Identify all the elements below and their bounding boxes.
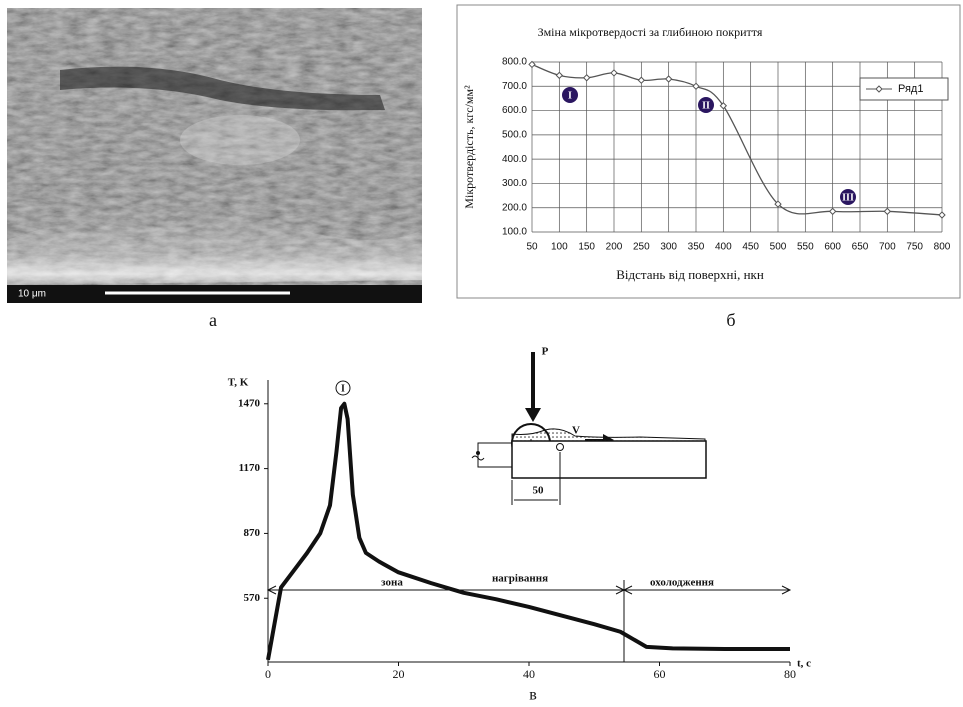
chart-frame bbox=[456, 4, 961, 299]
x-tick-label: 80 bbox=[784, 667, 796, 681]
chart-title: Зміна мікротвердості за глибиною покритт… bbox=[538, 25, 763, 39]
annotation: P bbox=[542, 346, 549, 358]
micrograph-bright-spot bbox=[180, 115, 300, 165]
annotation: зона bbox=[381, 577, 403, 589]
x-tick-label: 40 bbox=[523, 667, 535, 681]
legend-marker bbox=[875, 85, 883, 93]
x-tick-label: 60 bbox=[654, 667, 666, 681]
y-tick-label: 100.0 bbox=[502, 227, 527, 238]
annotation: I bbox=[568, 90, 572, 101]
annotation: охолодження bbox=[650, 577, 714, 589]
y-tick-label: 800.0 bbox=[502, 57, 527, 68]
annotation: I bbox=[341, 383, 345, 394]
x-tick-label: 50 bbox=[526, 242, 538, 253]
x-tick-label: 100 bbox=[551, 242, 568, 253]
x-tick-label: 150 bbox=[578, 242, 595, 253]
x-tick-label: 550 bbox=[797, 242, 814, 253]
y-axis-label: T, K bbox=[228, 377, 249, 389]
peak-circle bbox=[335, 380, 351, 396]
data-marker bbox=[692, 82, 700, 90]
y-tick-label: 1470 bbox=[238, 397, 261, 409]
chart-hardness: Зміна мікротвердості за глибиною покритт… bbox=[462, 25, 951, 282]
dimension-lines bbox=[511, 452, 561, 505]
x-tick-label: 300 bbox=[660, 242, 677, 253]
data-marker bbox=[719, 102, 728, 110]
x-axis-label: t, c bbox=[797, 658, 811, 670]
legend-label: Ряд1 bbox=[898, 83, 923, 95]
data-marker bbox=[528, 60, 536, 69]
coating bbox=[511, 428, 706, 442]
panel-label: а bbox=[209, 310, 217, 330]
micrograph-crack bbox=[60, 66, 385, 111]
y-tick-label: 400.0 bbox=[502, 154, 527, 165]
x-tick-label: 750 bbox=[906, 242, 923, 253]
data-marker bbox=[610, 69, 618, 77]
x-tick-label: 500 bbox=[770, 242, 787, 253]
data-marker bbox=[828, 207, 837, 216]
x-tick-label: 800 bbox=[934, 242, 951, 253]
data-marker bbox=[582, 74, 591, 82]
x-tick-label: 600 bbox=[824, 242, 841, 253]
x-tick-label: 700 bbox=[879, 242, 896, 253]
annotation-badge bbox=[698, 97, 714, 113]
x-tick-label: 20 bbox=[393, 667, 405, 681]
circuit bbox=[477, 442, 512, 468]
data-marker bbox=[637, 76, 646, 84]
x-tick-label: 0 bbox=[265, 667, 271, 681]
panel-label: б bbox=[726, 310, 735, 330]
x-tick-label: 450 bbox=[742, 242, 759, 253]
data-marker bbox=[938, 211, 946, 219]
thermocouple bbox=[556, 443, 564, 451]
annotation-badge bbox=[562, 87, 578, 103]
y-tick-label: 500.0 bbox=[502, 129, 527, 140]
x-axis-label: Відстань від поверхні, нкн bbox=[616, 267, 764, 282]
legend-box bbox=[859, 77, 949, 101]
annotation: нагрівання bbox=[492, 573, 548, 585]
y-tick-label: 570 bbox=[244, 592, 261, 604]
data-marker bbox=[883, 207, 892, 216]
annotation-badge bbox=[840, 189, 856, 205]
annotation: III bbox=[842, 192, 854, 203]
workpiece bbox=[511, 440, 707, 479]
force-arrow-head bbox=[525, 408, 541, 422]
x-tick-label: 200 bbox=[606, 242, 623, 253]
process-diagram bbox=[471, 352, 707, 505]
y-tick-label: 870 bbox=[244, 527, 261, 539]
circuit-node bbox=[476, 451, 480, 455]
data-line bbox=[266, 401, 790, 661]
panel-label: в bbox=[529, 687, 537, 704]
data-marker bbox=[774, 200, 782, 208]
annotation: V bbox=[572, 425, 580, 437]
annotation: II bbox=[702, 100, 710, 111]
y-axis-label: Мікротвердість, кгс/мм² bbox=[462, 85, 476, 209]
micrograph-bright-zone bbox=[7, 212, 422, 285]
x-tick-label: 400 bbox=[715, 242, 732, 253]
x-tick-label: 250 bbox=[633, 242, 650, 253]
y-tick-label: 300.0 bbox=[502, 178, 527, 189]
data-marker bbox=[555, 71, 564, 80]
data-marker bbox=[664, 75, 673, 83]
y-tick-label: 700.0 bbox=[502, 81, 527, 92]
scale-label: 10 μm bbox=[18, 289, 46, 300]
micrograph: 10 μm bbox=[7, 8, 422, 303]
x-tick-label: 350 bbox=[688, 242, 705, 253]
ac-symbol bbox=[471, 455, 485, 461]
x-tick-label: 650 bbox=[852, 242, 869, 253]
y-tick-label: 600.0 bbox=[502, 105, 527, 116]
annotation: 50 bbox=[533, 485, 545, 497]
y-tick-label: 200.0 bbox=[502, 202, 527, 213]
y-tick-label: 1170 bbox=[239, 462, 261, 474]
